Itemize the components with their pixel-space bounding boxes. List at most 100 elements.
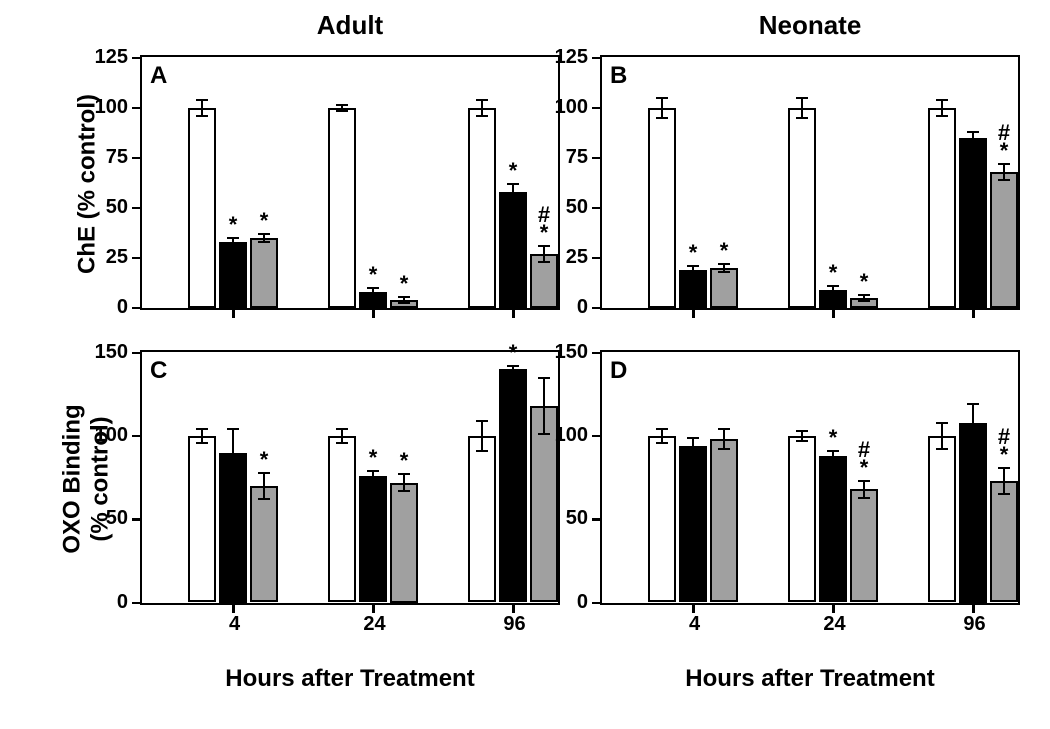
- y-tick-label: 100: [80, 96, 128, 119]
- bar: [850, 489, 878, 602]
- y-tick: [132, 352, 140, 355]
- y-tick-label: 50: [540, 196, 588, 219]
- bar: [328, 436, 356, 603]
- y-tick-label: 0: [80, 591, 128, 614]
- error-cap: [967, 143, 979, 145]
- error-bar: [403, 474, 405, 491]
- bar: [990, 172, 1018, 308]
- error-cap: [998, 467, 1010, 469]
- bar: [819, 456, 847, 603]
- sig-annotation: *: [706, 242, 742, 260]
- bar: [928, 108, 956, 308]
- error-cap: [827, 460, 839, 462]
- y-tick-label: 0: [540, 296, 588, 319]
- bar: [250, 486, 278, 603]
- error-cap: [656, 117, 668, 119]
- bar: [648, 436, 676, 603]
- bar: [679, 446, 707, 603]
- y-tick-label: 0: [80, 296, 128, 319]
- error-cap: [998, 179, 1010, 181]
- y-tick-label: 50: [80, 196, 128, 219]
- error-cap: [718, 263, 730, 265]
- col-title-adult: Adult: [140, 10, 560, 41]
- sig-annotation: *: [246, 451, 282, 469]
- bar: [468, 108, 496, 308]
- y-tick-label: 50: [540, 507, 588, 530]
- bar: [250, 238, 278, 308]
- y-tick: [592, 257, 600, 260]
- x-tick: [692, 605, 695, 613]
- error-cap: [936, 115, 948, 117]
- error-cap: [476, 450, 488, 452]
- error-cap: [258, 241, 270, 243]
- y-tick: [592, 157, 600, 160]
- bar: [499, 192, 527, 308]
- x-tick: [512, 605, 515, 613]
- error-bar: [692, 438, 694, 455]
- error-cap: [336, 110, 348, 112]
- error-cap: [967, 440, 979, 442]
- bar: [219, 242, 247, 308]
- error-cap: [936, 422, 948, 424]
- bar: [788, 436, 816, 603]
- error-cap: [258, 498, 270, 500]
- error-bar: [512, 184, 514, 200]
- x-tick-label: 24: [778, 613, 891, 636]
- error-cap: [796, 440, 808, 442]
- bar: [390, 483, 418, 603]
- y-tick: [592, 352, 600, 355]
- panel-letter-b: B: [610, 62, 627, 90]
- x-tick-label: 24: [318, 613, 431, 636]
- sig-annotation: #: [846, 441, 882, 459]
- error-bar: [481, 100, 483, 116]
- x-tick: [232, 605, 235, 613]
- error-cap: [656, 442, 668, 444]
- error-cap: [367, 470, 379, 472]
- bar: [959, 423, 987, 603]
- y-tick: [132, 257, 140, 260]
- y-tick-label: 50: [80, 507, 128, 530]
- error-cap: [507, 183, 519, 185]
- bar: [188, 436, 216, 603]
- y-tick-label: 125: [540, 46, 588, 69]
- error-bar: [941, 100, 943, 116]
- sig-annotation: #: [986, 124, 1022, 142]
- error-cap: [718, 448, 730, 450]
- error-cap: [507, 372, 519, 374]
- error-bar: [201, 429, 203, 442]
- y-tick: [132, 518, 140, 521]
- error-cap: [258, 472, 270, 474]
- error-bar: [972, 404, 974, 441]
- error-cap: [227, 428, 239, 430]
- error-cap: [507, 365, 519, 367]
- error-cap: [796, 430, 808, 432]
- error-cap: [227, 237, 239, 239]
- y-tick: [132, 307, 140, 310]
- x-tick: [972, 310, 975, 318]
- x-tick-label: 4: [178, 613, 291, 636]
- error-cap: [796, 97, 808, 99]
- bar: [188, 108, 216, 308]
- error-bar: [481, 421, 483, 451]
- y-tick: [592, 518, 600, 521]
- bar: [990, 481, 1018, 603]
- error-bar: [341, 429, 343, 442]
- y-tick-label: 125: [80, 46, 128, 69]
- error-cap: [936, 448, 948, 450]
- bar: [359, 476, 387, 603]
- error-cap: [476, 115, 488, 117]
- error-cap: [367, 287, 379, 289]
- y-tick: [132, 602, 140, 605]
- y-tick: [592, 207, 600, 210]
- sig-annotation: *: [495, 344, 531, 362]
- x-tick: [372, 605, 375, 613]
- x-tick: [832, 310, 835, 318]
- error-cap: [476, 99, 488, 101]
- error-cap: [858, 497, 870, 499]
- error-bar: [801, 98, 803, 118]
- bar: [710, 268, 738, 308]
- bar: [679, 270, 707, 308]
- figure-root: Adult Neonate ChE (% control) OXO Bindin…: [0, 0, 1050, 729]
- bar: [710, 439, 738, 602]
- error-cap: [687, 265, 699, 267]
